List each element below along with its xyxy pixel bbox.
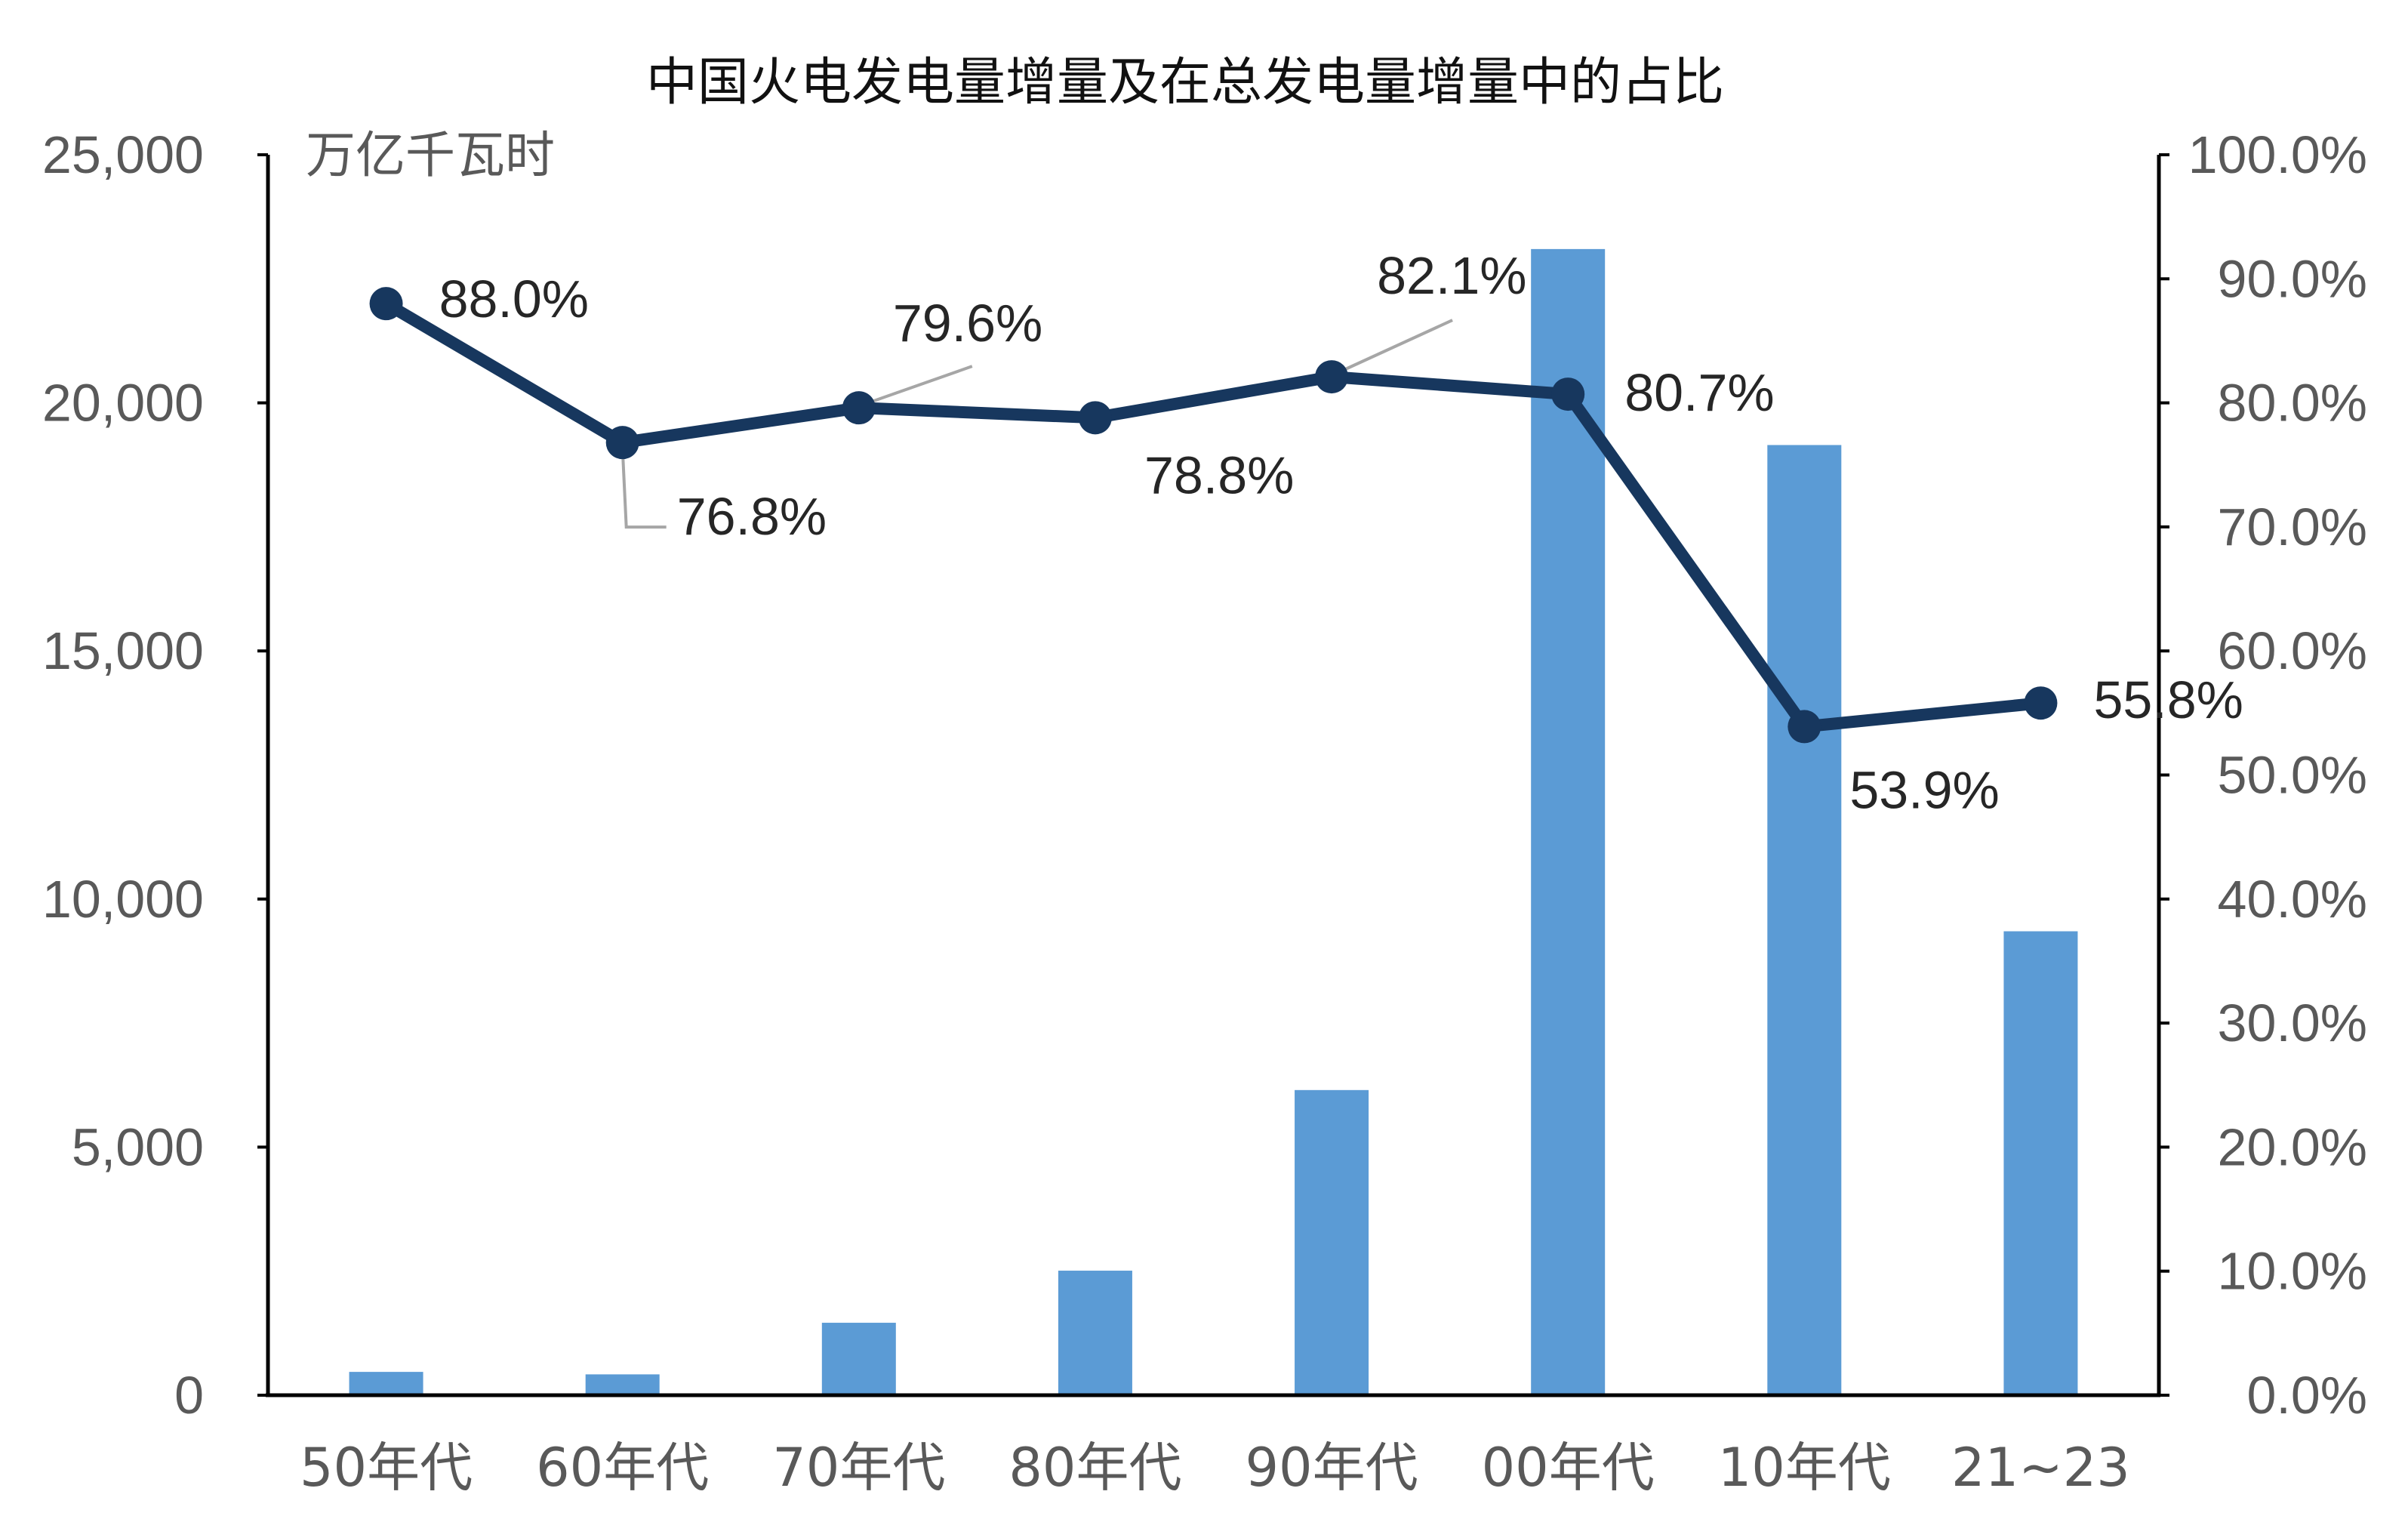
line-data-label: 76.8% [677,487,827,546]
line-data-label: 88.0% [439,270,589,328]
left-tick-labels: 0 5,000 10,000 15,000 20,000 25,000 [42,125,268,1425]
bars-layer [349,248,2078,1396]
right-tick-label: 60.0% [2218,621,2367,680]
left-tick-label: 0 [174,1366,204,1425]
line-data-label: 55.8% [2093,670,2243,729]
bar-4 [1295,1089,1369,1395]
left-tick-label: 5,000 [72,1117,204,1176]
left-tick-label: 15,000 [42,621,204,680]
left-tick-label: 25,000 [42,125,204,184]
category-label: 21~23 [1951,1437,2130,1499]
category-label: 80年代 [1008,1437,1181,1499]
left-tick-label: 10,000 [42,870,204,929]
leader-line [620,448,667,529]
line-point-0 [369,287,403,321]
bar-6 [1767,445,1842,1396]
bar-5 [1531,248,1606,1395]
right-tick-label: 40.0% [2218,870,2367,929]
line-data-label: 79.6% [893,294,1042,353]
leader-lines [620,319,1453,529]
category-labels: 50年代 60年代 70年代 80年代 90年代 00年代 10年代 21~23 [300,1437,2130,1499]
unit-label: 万亿千瓦时 [306,126,555,184]
line-point-5 [1551,377,1585,411]
category-label: 10年代 [1718,1437,1891,1499]
leader-line [1335,319,1453,375]
right-tick-labels: 0.0% 10.0% 20.0% 30.0% 40.0% 50.0% 60.0% 70.0% 8… [2159,125,2367,1425]
right-tick-label: 50.0% [2218,746,2367,805]
line-point-1 [605,426,639,460]
bar-2 [821,1323,896,1395]
leader-line [862,365,973,407]
category-label: 90年代 [1246,1437,1418,1499]
right-tick-label: 0.0% [2246,1366,2367,1425]
category-label: 50年代 [300,1437,473,1499]
right-tick-label: 90.0% [2218,249,2367,308]
category-label: 60年代 [536,1437,709,1499]
right-tick-label: 30.0% [2218,994,2367,1052]
line-data-label: 82.1% [1377,246,1526,305]
category-label: 70年代 [772,1437,945,1499]
category-label: 00年代 [1482,1437,1655,1499]
right-tick-label: 20.0% [2218,1117,2367,1176]
line-point-4 [1315,360,1349,394]
right-tick-label: 10.0% [2218,1242,2367,1301]
left-tick-label: 20,000 [42,374,204,433]
right-tick-label: 100.0% [2188,125,2367,184]
line-data-label: 80.7% [1624,363,1774,422]
bar-0 [349,1372,423,1395]
bar-3 [1058,1271,1132,1395]
bar-7 [2003,931,2078,1395]
chart-title: 中国火电发电量增量及在总发电量增量中的占比 [646,53,1724,112]
bar-1 [585,1374,660,1395]
line-point-3 [1078,401,1112,435]
line-series-layer [369,287,2058,744]
right-tick-label: 70.0% [2218,498,2367,556]
share-line [380,297,2047,733]
right-tick-label: 80.0% [2218,374,2367,433]
data-labels: 88.0% 76.8% 79.6% 78.8% 82.1% 80.7% 53.9% 55.8% [439,246,2243,819]
line-data-label: 53.9% [1849,760,1999,819]
line-point-2 [842,391,876,425]
line-point-7 [2024,686,2058,720]
line-point-6 [1788,710,1821,744]
line-data-label: 78.8% [1144,445,1294,504]
